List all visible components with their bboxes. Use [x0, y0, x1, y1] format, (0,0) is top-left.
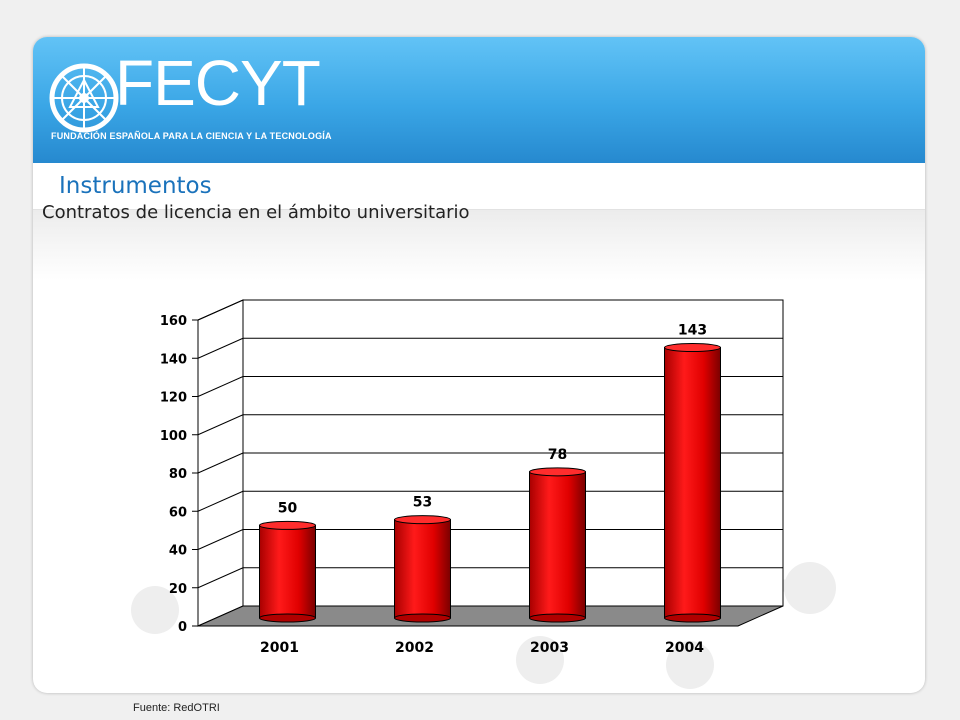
- y-tick-label: 40: [169, 544, 187, 559]
- bar-value-label: 53: [413, 495, 432, 511]
- bar-value-label: 50: [278, 500, 298, 516]
- section-band: [33, 163, 925, 210]
- decor-dot: [131, 586, 179, 634]
- slide-subtitle: Contratos de licencia en el ámbito unive…: [42, 202, 470, 223]
- y-tick-label: 160: [160, 314, 187, 329]
- body-fade: [33, 210, 925, 280]
- y-tick-label: 60: [169, 505, 187, 520]
- logo-wordmark: FECYT: [115, 47, 321, 119]
- bar-top: [394, 515, 451, 525]
- y-axis-ticks: 0 20 40 60 80 100 120 140 160: [160, 314, 199, 635]
- bar-body: [259, 524, 316, 619]
- gridline-side: [197, 567, 244, 589]
- gridline-side: [197, 376, 244, 397]
- x-category-label: 2002: [395, 640, 434, 656]
- y-tick-label: 20: [169, 582, 187, 597]
- bar-2001: [259, 520, 316, 623]
- bar-2003: [529, 467, 586, 623]
- bar-base: [394, 613, 451, 623]
- x-axis-labels: 2001 2002 2003 2004: [260, 640, 704, 656]
- logo-tagline: FUNDACIÓN ESPAÑOLA PARA LA CIENCIA Y LA …: [51, 131, 332, 141]
- x-category-label: 2003: [530, 640, 569, 656]
- decor-dot: [666, 641, 714, 689]
- section-title: Instrumentos: [59, 173, 212, 199]
- gridline-side: [197, 529, 244, 550]
- y-tick-label: 120: [160, 391, 187, 406]
- chart-bars: 50 53 78 143: [259, 323, 721, 623]
- bar-2004: [664, 343, 721, 623]
- header-band: FECYT FUNDACIÓN ESPAÑOLA PARA LA CIENCIA…: [33, 37, 925, 163]
- bar-base: [259, 613, 316, 623]
- source-note: Fuente: RedOTRI: [133, 702, 220, 714]
- fecyt-logo-emblem-icon: [49, 63, 119, 133]
- y-tick-label: 100: [160, 429, 187, 444]
- bar-body: [664, 347, 721, 619]
- y-tick-label: 140: [160, 352, 187, 367]
- gridline-side: [197, 452, 244, 474]
- chart-floor: [197, 605, 784, 627]
- bar-top: [664, 343, 721, 353]
- x-category-label: 2001: [260, 640, 299, 656]
- bar-body: [529, 471, 586, 619]
- y-tick-label: 80: [169, 467, 187, 482]
- gridline-side: [197, 299, 244, 321]
- gridline-side: [197, 490, 244, 512]
- bar-base: [529, 613, 586, 623]
- bar-base: [664, 613, 721, 623]
- x-category-label: 2004: [665, 640, 704, 656]
- gridline-side: [197, 414, 244, 436]
- y-tick-label: 0: [178, 620, 187, 635]
- decor-dot: [516, 636, 564, 684]
- gridline-side: [197, 337, 244, 359]
- bar-value-label: 78: [548, 447, 567, 463]
- bar-2002: [394, 515, 451, 623]
- bar-body: [394, 519, 451, 619]
- bar-top: [259, 520, 316, 530]
- bar-value-label: 143: [678, 323, 707, 339]
- bar-top: [529, 467, 586, 477]
